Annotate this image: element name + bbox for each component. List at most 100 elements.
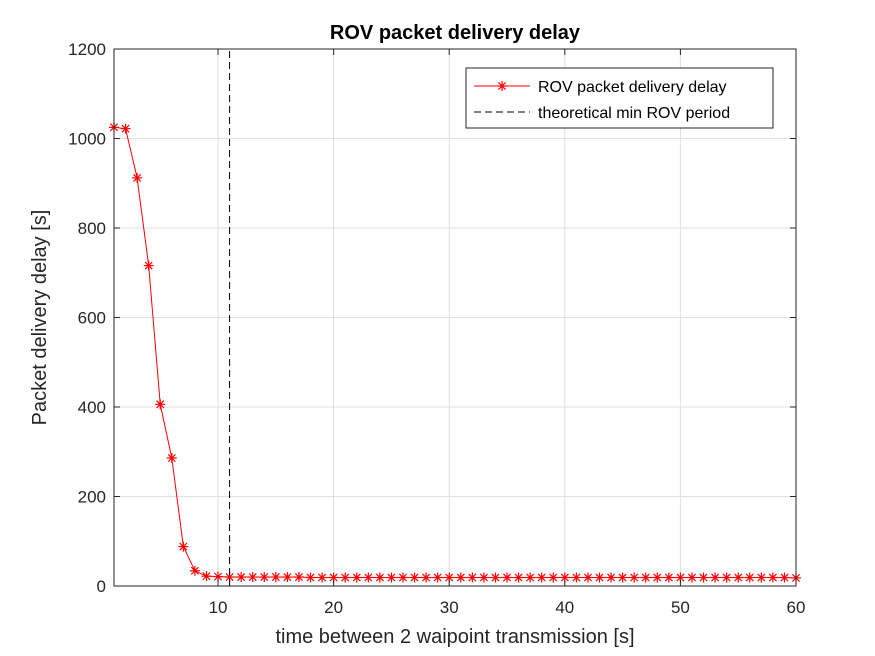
marker-stroke — [479, 573, 488, 582]
legend-entry: theoretical min ROV period — [474, 105, 730, 122]
marker-stroke — [387, 573, 396, 582]
marker-stroke — [248, 573, 257, 582]
data-point — [606, 572, 617, 583]
data-point — [629, 572, 640, 583]
marker-stroke — [687, 573, 696, 582]
marker-stroke — [167, 453, 176, 463]
data-point — [490, 572, 501, 583]
marker-stroke — [341, 573, 350, 582]
marker-stroke — [133, 173, 142, 182]
marker-stroke — [676, 573, 685, 582]
marker-stroke — [445, 573, 454, 582]
marker-stroke — [630, 573, 639, 582]
marker-stroke — [653, 573, 662, 582]
y-tick-label: 200 — [78, 488, 106, 507]
marker-stroke — [502, 573, 512, 582]
data-point — [478, 572, 489, 583]
marker-stroke — [618, 573, 627, 582]
data-point — [317, 572, 328, 583]
marker-stroke — [734, 573, 743, 582]
legend-label: theoretical min ROV period — [538, 105, 730, 122]
marker-stroke — [398, 573, 408, 582]
marker-stroke — [352, 573, 361, 582]
marker-stroke — [607, 573, 616, 582]
data-point — [213, 571, 224, 582]
data-point — [710, 572, 721, 583]
marker-stroke — [156, 400, 165, 409]
data-point — [721, 572, 732, 583]
data-point — [293, 572, 304, 583]
marker-stroke — [745, 573, 754, 582]
data-point — [132, 172, 143, 183]
x-tick-label: 40 — [555, 598, 574, 617]
data-point — [259, 572, 270, 583]
y-tick-label: 600 — [78, 309, 106, 328]
marker-stroke — [497, 81, 507, 91]
x-tick-label: 30 — [440, 598, 459, 617]
data-point — [397, 572, 408, 583]
marker-stroke — [375, 573, 384, 582]
marker-stroke — [294, 573, 303, 582]
y-axis-label: Packet delivery delay [s] — [29, 210, 51, 426]
data-point — [686, 572, 697, 583]
x-tick-label: 60 — [787, 598, 806, 617]
marker-stroke — [664, 573, 673, 582]
data-point — [767, 572, 778, 583]
marker-stroke — [595, 573, 604, 582]
legend-label: ROV packet delivery delay — [538, 79, 727, 96]
data-point — [571, 572, 582, 583]
marker-stroke — [225, 573, 234, 582]
data-point — [455, 572, 466, 583]
marker-stroke — [121, 124, 130, 133]
marker-stroke — [237, 573, 246, 582]
marker-stroke — [549, 573, 558, 582]
data-point — [640, 572, 651, 583]
x-tick-label: 50 — [671, 598, 690, 617]
data-point — [270, 572, 281, 583]
data-point — [548, 572, 559, 583]
data-point — [282, 572, 293, 583]
data-point — [497, 81, 507, 91]
y-tick-label: 1200 — [68, 40, 106, 59]
data-point — [166, 453, 177, 464]
data-point — [502, 572, 513, 583]
data-point — [143, 260, 154, 271]
marker-stroke — [190, 566, 199, 575]
data-point — [663, 572, 674, 583]
x-axis-label: time between 2 waipoint transmission [s] — [275, 626, 634, 648]
x-tick-label: 10 — [209, 598, 228, 617]
data-point — [421, 572, 432, 583]
data-point — [155, 399, 166, 410]
marker-stroke — [179, 542, 188, 551]
marker-stroke — [491, 573, 500, 582]
marker-stroke — [583, 573, 592, 582]
marker-stroke — [572, 573, 581, 582]
marker-stroke — [768, 573, 777, 582]
data-point — [513, 572, 524, 583]
data-point — [120, 123, 131, 134]
marker-stroke — [456, 573, 465, 582]
data-point — [236, 572, 247, 583]
marker-stroke — [699, 573, 708, 582]
x-tick-label: 20 — [324, 598, 343, 617]
marker-stroke — [214, 572, 223, 581]
data-point — [374, 572, 385, 583]
marker-stroke — [526, 573, 535, 582]
data-point — [432, 572, 443, 583]
data-point — [351, 572, 362, 583]
data-point — [247, 572, 258, 583]
legend-box — [465, 67, 774, 129]
marker-stroke — [560, 573, 569, 582]
data-point — [189, 565, 200, 576]
marker-stroke — [144, 261, 153, 270]
marker-stroke — [329, 573, 338, 582]
data-point — [733, 572, 744, 583]
data-point — [652, 572, 663, 583]
marker-stroke — [757, 573, 766, 582]
marker-stroke — [722, 573, 731, 582]
marker-stroke — [537, 573, 546, 582]
data-point — [582, 572, 593, 583]
data-point — [386, 572, 397, 583]
